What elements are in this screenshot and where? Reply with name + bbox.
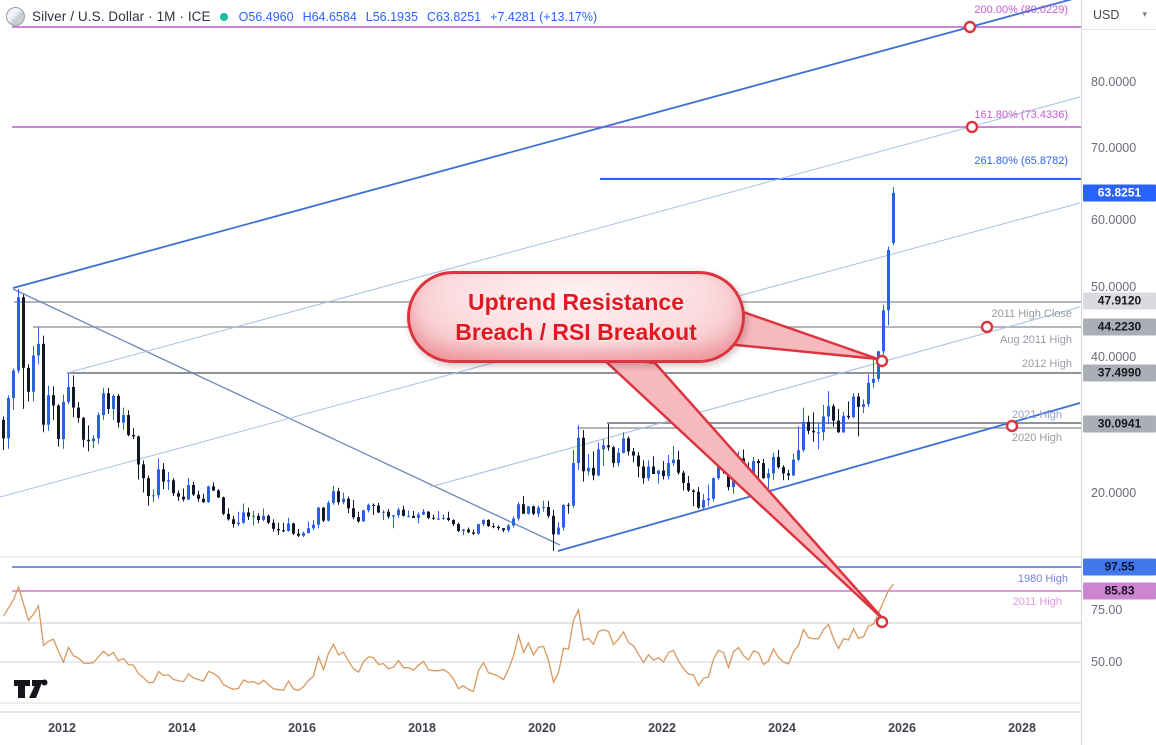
ohlc-change: +7.4281 (+13.17%) (490, 9, 598, 24)
uptrend-major-line[interactable] (12, 0, 1080, 289)
symbol-title[interactable]: Silver / U.S. Dollar · 1M · ICE (32, 9, 211, 24)
symbol-legend[interactable]: Silver / U.S. Dollar · 1M · ICE O56.4960… (6, 7, 597, 26)
price-tick-40.0000: 40.0000 (1091, 350, 1137, 364)
rsi-2011-high-label: 2011 High (1012, 596, 1062, 608)
level-2011-high-close-label: 2011 High Close (991, 308, 1072, 320)
market-status-dot-icon (219, 12, 228, 21)
ohlc-values: O56.4960 H64.6584 L56.1935 C63.8251 +7.4… (239, 10, 598, 24)
price-tick-50.0000: 50.0000 (1091, 280, 1137, 294)
fib-161-label: 161.80% (73.4336) (974, 109, 1068, 121)
level-badge-30: 30.0941 (1083, 415, 1156, 433)
chart-pane (0, 0, 1081, 693)
price-tick-50.00: 50.00 (1091, 655, 1123, 669)
ohlc-high: H64.6584 (302, 9, 357, 24)
annotation-callout[interactable]: Uptrend Resistance Breach / RSI Breakout (407, 271, 745, 363)
year-tick-2012: 2012 (48, 721, 76, 735)
level-2020-high-label: 2020 High (1011, 432, 1062, 444)
level-2021-high-label: 2021 High (1011, 409, 1062, 421)
year-tick-2014: 2014 (168, 721, 196, 735)
price-tick-80.0000: 80.0000 (1091, 75, 1137, 89)
last-price-badge: 63.8251 (1083, 184, 1156, 202)
callout-text-line2: Breach / RSI Breakout (455, 318, 697, 345)
level-badge-37: 37.4990 (1083, 364, 1156, 382)
price-tick-70.0000: 70.0000 (1091, 141, 1137, 155)
symbol-logo-icon (6, 7, 25, 26)
price-axis[interactable]: USD ▾ 80.0000 70.0000 60.0000 50.0000 40.000… (1081, 0, 1156, 745)
breached-resistance-line[interactable] (429, 306, 1081, 488)
rsi-badge-85: 85.83 (1083, 582, 1156, 600)
tradingview-logo[interactable] (13, 677, 51, 701)
price-tick-60.0000: 60.0000 (1091, 213, 1137, 227)
currency-dropdown[interactable]: USD ▾ (1082, 0, 1156, 30)
time-axis[interactable]: 2012 2014 2016 2018 2020 2022 2024 2026 2028 (0, 713, 1156, 745)
marker-rsi-breakout-icon (875, 615, 889, 629)
ohlc-open: O56.4960 (238, 9, 294, 24)
fib-261-label: 261.80% (65.8782) (974, 155, 1068, 167)
level-badge-44: 44.2230 (1083, 318, 1156, 336)
year-tick-2020: 2020 (528, 721, 556, 735)
rsi-line[interactable] (2, 583, 895, 693)
fib-200-label: 200.00% (80.0229) (974, 4, 1068, 16)
year-tick-2022: 2022 (648, 721, 676, 735)
year-tick-2018: 2018 (408, 721, 436, 735)
price-tick-75.00: 75.00 (1091, 603, 1123, 617)
callout-text-line1: Uptrend Resistance (467, 288, 684, 315)
marker-aug2011-icon (980, 320, 994, 334)
currency-label: USD (1093, 7, 1120, 22)
marker-price-breakout-icon (875, 354, 889, 368)
ohlc-close: C63.8251 (426, 9, 482, 24)
level-aug-2011-high-label: Aug 2011 High (1000, 334, 1072, 346)
ohlc-low: L56.1935 (365, 9, 418, 24)
rsi-badge-97: 97.55 (1083, 558, 1156, 576)
marker-2021high-icon (1005, 419, 1019, 433)
level-2012-high-label: 2012 High (1021, 358, 1072, 370)
callout-tail-price (724, 304, 880, 361)
rsi-1980-high-label: 1980 High (1017, 573, 1068, 585)
year-tick-2028: 2028 (1008, 721, 1036, 735)
year-tick-2026: 2026 (888, 721, 916, 735)
chevron-down-icon: ▾ (1142, 9, 1147, 19)
downtrend-2011-2020-line[interactable] (12, 288, 561, 546)
price-tick-20.0000: 20.0000 (1091, 486, 1137, 500)
marker-fib161-icon (965, 120, 979, 134)
candlestick-series (2, 187, 895, 551)
year-tick-2016: 2016 (288, 721, 316, 735)
channel-parallel-upper-line[interactable] (66, 96, 1081, 374)
callout-tail-rsi (598, 354, 886, 622)
level-badge-47: 47.9120 (1083, 292, 1156, 310)
marker-fib200-icon (963, 20, 977, 34)
year-tick-2024: 2024 (768, 721, 796, 735)
uptrend-from-2020-low-line[interactable] (557, 402, 1081, 552)
